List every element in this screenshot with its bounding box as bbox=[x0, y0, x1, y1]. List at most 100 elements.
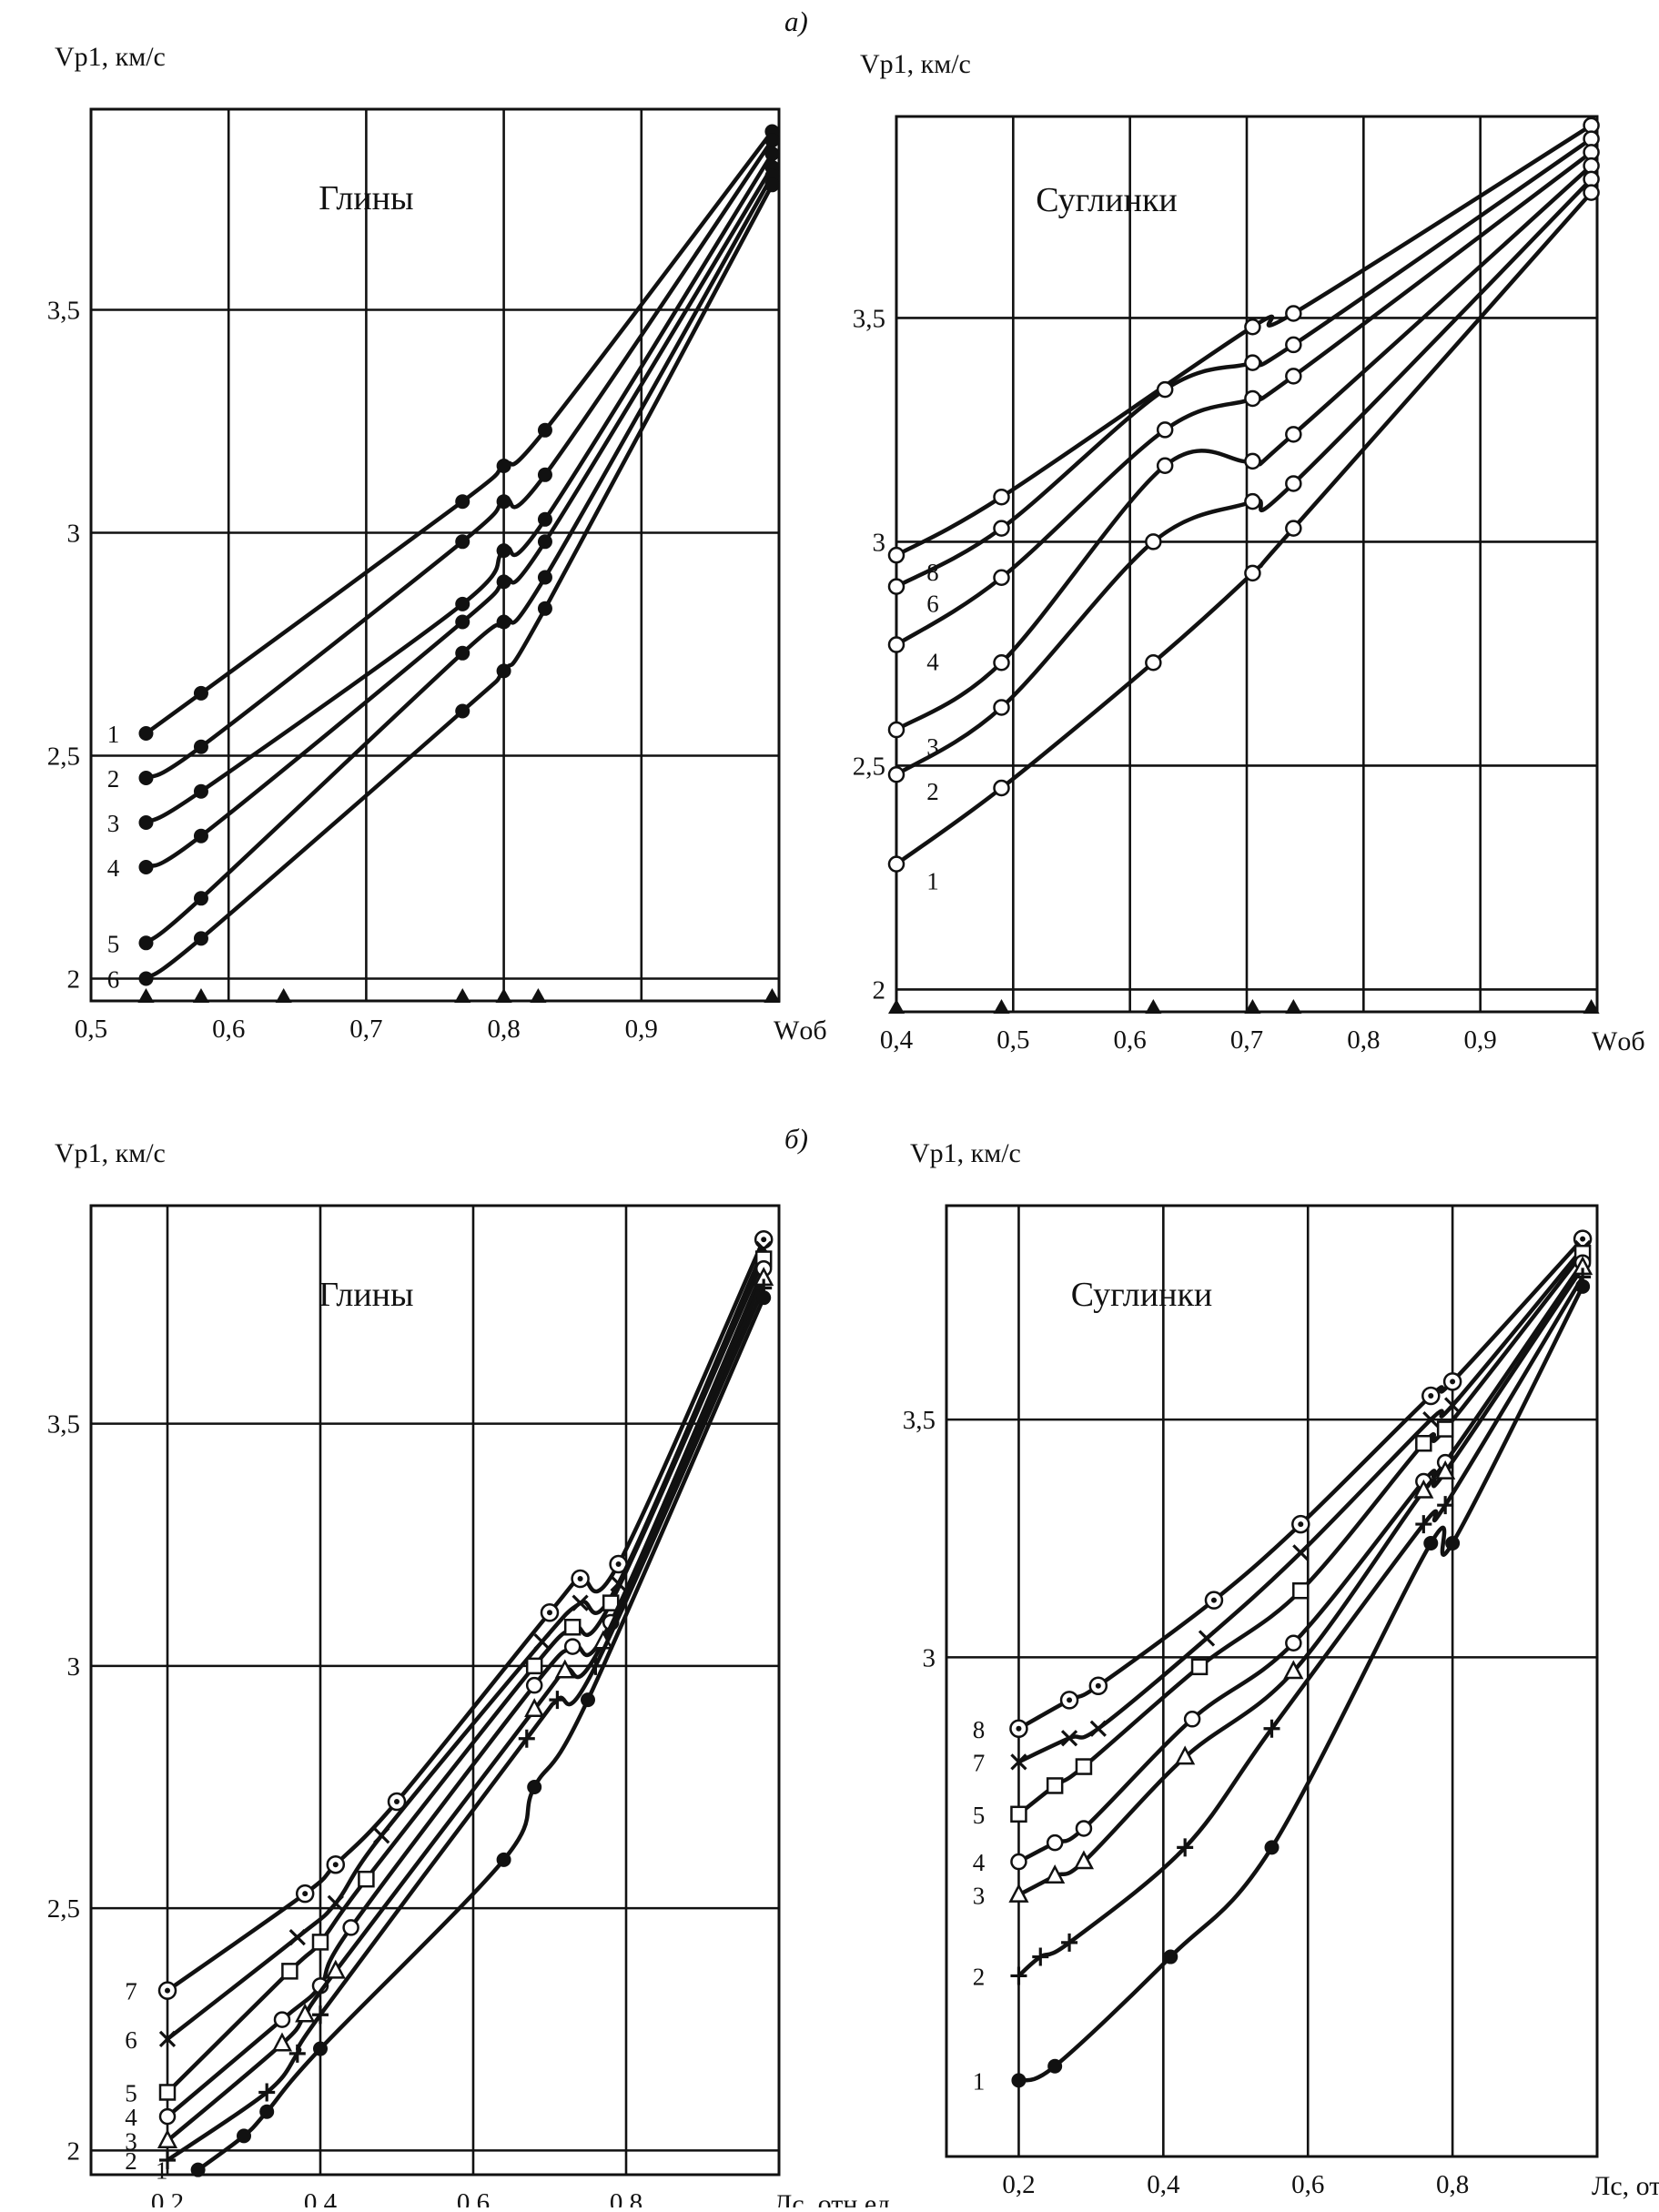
data-point bbox=[1291, 1514, 1310, 1534]
series-8: 8 bbox=[973, 1229, 1593, 1743]
series-line bbox=[145, 139, 774, 781]
data-point bbox=[455, 645, 470, 661]
data-point bbox=[455, 614, 470, 630]
y-tick-label: 3,5 bbox=[853, 304, 885, 333]
series-line bbox=[145, 130, 774, 735]
series-label: 6 bbox=[107, 966, 120, 994]
data-point bbox=[1145, 653, 1162, 672]
data-point bbox=[193, 931, 208, 946]
data-point bbox=[1244, 354, 1261, 371]
x-axis-label: Лс, отн ед bbox=[1592, 2171, 1659, 2201]
series-4: 4 bbox=[887, 144, 1600, 676]
chart-title: Суглинки bbox=[1071, 1276, 1213, 1314]
series-line bbox=[895, 177, 1593, 777]
data-point bbox=[193, 739, 208, 754]
x-tick-label: 0,6 bbox=[457, 2188, 490, 2207]
axis-marker-triangle bbox=[1583, 999, 1600, 1014]
data-point bbox=[533, 1633, 551, 1651]
data-point bbox=[138, 935, 154, 951]
y-tick-label: 3 bbox=[67, 520, 81, 549]
data-point bbox=[271, 2032, 293, 2052]
data-point bbox=[373, 1827, 390, 1844]
series-2: 2 bbox=[107, 133, 780, 793]
series-4: 4 bbox=[125, 1259, 773, 2131]
x-tick-label: 0,2 bbox=[151, 2188, 184, 2207]
plot-frame bbox=[945, 1204, 1599, 2158]
data-point bbox=[1088, 1676, 1108, 1695]
series-2: 2 bbox=[973, 1268, 1592, 1990]
data-point bbox=[581, 1692, 595, 1708]
data-point bbox=[993, 488, 1010, 506]
data-point bbox=[496, 1852, 511, 1867]
data-point bbox=[1177, 1838, 1194, 1857]
data-point bbox=[288, 1928, 306, 1946]
x-axis-label: Wоб bbox=[774, 1015, 827, 1045]
series-label: 4 bbox=[107, 854, 120, 882]
data-point bbox=[1190, 1658, 1209, 1676]
y-tick-label: 2,5 bbox=[47, 1894, 80, 1924]
chart-title: Суглинки bbox=[1036, 181, 1178, 219]
series-label: 1 bbox=[973, 2067, 986, 2095]
chart-a-clay: 2 2,5 3 3,5 0,5 0,6 0,7 0,8 0,9 Wоб Vp1, км/с Глины… bbox=[47, 42, 827, 1045]
series-label: 8 bbox=[973, 1716, 986, 1743]
data-point bbox=[1263, 1719, 1280, 1738]
y-tick-label: 2 bbox=[67, 965, 81, 995]
data-point bbox=[1075, 1820, 1093, 1837]
data-point bbox=[258, 2083, 276, 2102]
data-point bbox=[1009, 1719, 1028, 1738]
plot-frame bbox=[89, 107, 781, 1003]
panel-label-a: а) bbox=[784, 5, 808, 37]
data-point bbox=[563, 1619, 582, 1636]
axis-marker-triangle bbox=[137, 988, 155, 1003]
data-point bbox=[1156, 421, 1174, 439]
data-point bbox=[237, 2128, 251, 2144]
series-line bbox=[145, 166, 774, 870]
data-point bbox=[756, 1290, 772, 1306]
series-line bbox=[895, 136, 1593, 589]
axis-marker-triangle bbox=[275, 988, 292, 1003]
data-point bbox=[887, 855, 905, 873]
data-point bbox=[496, 614, 511, 630]
data-point bbox=[524, 1698, 545, 1718]
series-line bbox=[166, 1238, 766, 1993]
data-point bbox=[157, 1981, 177, 2000]
data-point bbox=[1060, 1730, 1078, 1747]
data-point bbox=[1046, 1833, 1064, 1852]
y-tick-label: 3 bbox=[923, 1643, 936, 1672]
data-point bbox=[1415, 1515, 1432, 1534]
x-tick-label: 0,4 bbox=[304, 2188, 338, 2207]
data-point bbox=[572, 1594, 589, 1611]
data-point bbox=[288, 2044, 306, 2063]
panel-label-b: б) bbox=[784, 1123, 808, 1155]
data-point bbox=[1011, 2073, 1027, 2088]
series-line bbox=[145, 175, 774, 945]
data-point bbox=[1156, 457, 1174, 475]
series-label: 6 bbox=[125, 2026, 137, 2054]
data-point bbox=[1413, 1479, 1434, 1499]
x-tick-label: 0,2 bbox=[1002, 2170, 1035, 2199]
x-tick-label: 0,8 bbox=[610, 2188, 642, 2207]
y-axis-label: Vp1, км/с bbox=[910, 1138, 1021, 1168]
axis-marker-triangle bbox=[888, 999, 905, 1014]
data-point bbox=[525, 1676, 543, 1694]
data-point bbox=[993, 569, 1010, 587]
y-tick-label: 2,5 bbox=[47, 742, 80, 772]
data-point bbox=[1285, 520, 1302, 537]
y-tick-label: 2,5 bbox=[853, 752, 885, 781]
data-point bbox=[537, 511, 552, 527]
data-point bbox=[1422, 1410, 1440, 1429]
data-point bbox=[587, 1656, 604, 1675]
plot-frame bbox=[89, 1204, 781, 2177]
data-point bbox=[1421, 1386, 1441, 1406]
data-point bbox=[537, 601, 552, 616]
data-point bbox=[1183, 1711, 1201, 1728]
series-1: 1 bbox=[887, 184, 1600, 895]
data-point bbox=[1047, 2058, 1063, 2074]
y-tick-label: 3 bbox=[873, 528, 886, 557]
x-tick-label: 0,5 bbox=[75, 1015, 107, 1044]
series-2: 2 bbox=[125, 1278, 773, 2175]
data-point bbox=[158, 2107, 177, 2126]
data-point bbox=[887, 578, 905, 595]
data-point bbox=[193, 828, 208, 843]
